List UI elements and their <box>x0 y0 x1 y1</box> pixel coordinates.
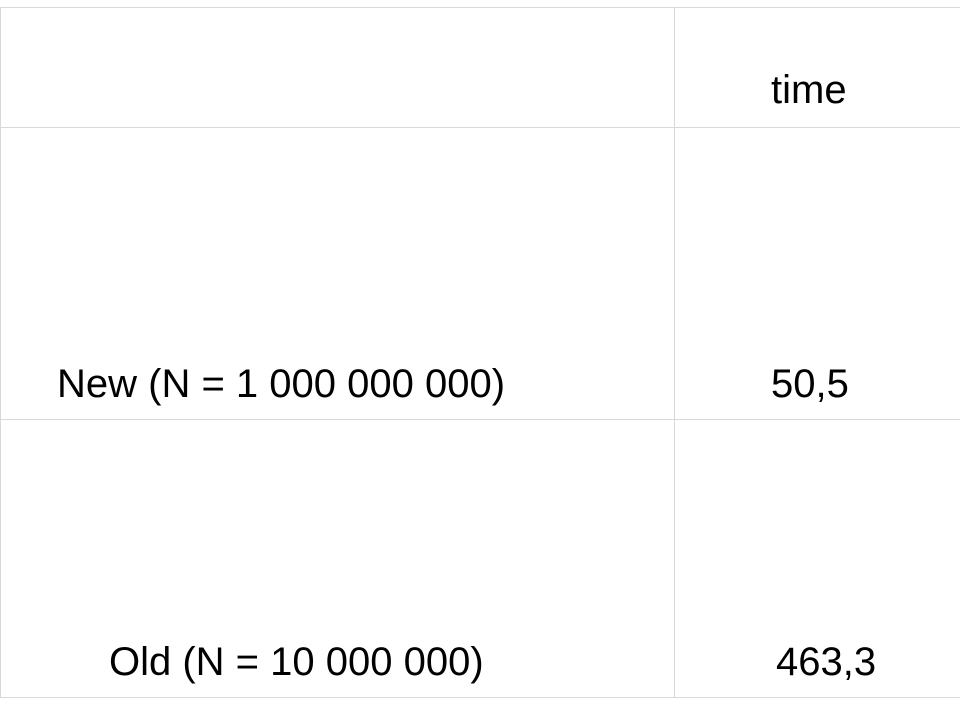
table-border-left <box>0 7 1 698</box>
column-divider <box>674 7 675 698</box>
row-divider-header <box>0 127 960 128</box>
table-border-bottom <box>0 697 960 698</box>
header-cell-time: time <box>771 68 847 112</box>
row-time-value: 463,3 <box>776 640 877 684</box>
row-time-value: 50,5 <box>771 362 849 406</box>
row-label: Old (N = 10 000 000) <box>109 640 484 684</box>
row-divider-1 <box>0 419 960 420</box>
row-label: New (N = 1 000 000 000) <box>57 362 506 406</box>
table-border-top <box>0 7 960 8</box>
